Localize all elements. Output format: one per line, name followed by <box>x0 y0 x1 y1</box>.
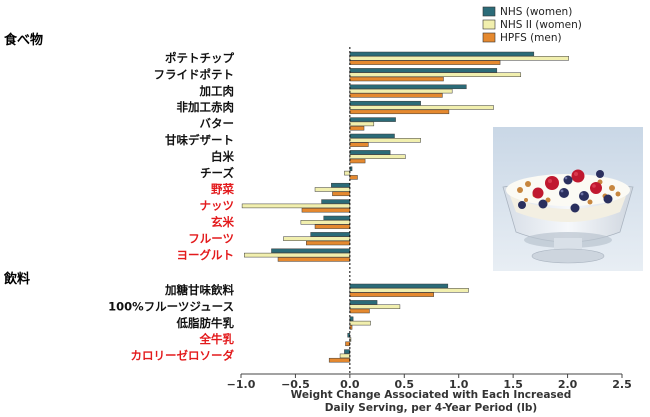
bar-hpfs-白米 <box>349 158 366 164</box>
bar-nhs-甘味デザート <box>349 133 395 139</box>
bar-nhs2-フライドポテト <box>349 72 522 77</box>
bar-nhs-玄米 <box>323 215 351 221</box>
bar-nhs-白米 <box>349 150 391 155</box>
category-label: フルーツ <box>188 231 234 245</box>
x-axis-label-line2: Daily Serving, per 4-Year Period (lb) <box>325 402 537 414</box>
bar-hpfs-100%フルーツジュース <box>349 308 370 314</box>
bar-nhs-加工肉 <box>349 84 467 90</box>
x-tick-label: −1.0 <box>227 378 256 391</box>
bar-nhs2-カロリーゼロソーダ <box>339 353 351 359</box>
category-label: 玄米 <box>211 215 234 229</box>
category-label: 甘味デザート <box>165 133 234 147</box>
category-label: 加工肉 <box>199 84 235 98</box>
legend-swatch-nhs <box>482 6 496 17</box>
bar-nhs2-加糖甘味飲料 <box>349 288 469 293</box>
bar-nhs-野菜 <box>331 182 351 188</box>
bar-hpfs-全牛乳 <box>345 341 351 347</box>
x-tick-label: 0.5 <box>395 378 415 391</box>
category-label: ナッツ <box>200 199 235 213</box>
bar-nhs2-チーズ <box>344 170 351 176</box>
bar-hpfs-チーズ <box>349 175 358 180</box>
category-label: バター <box>200 117 235 131</box>
bar-nhs2-フルーツ <box>283 236 351 241</box>
category-label: カロリーゼロソーダ <box>131 349 235 363</box>
category-label: ポテトチップ <box>165 51 234 65</box>
bar-nhs2-ポテトチップ <box>349 56 569 61</box>
legend-label-nhs2: NHS II (women) <box>500 19 582 31</box>
bar-nhs-ナッツ <box>321 199 351 204</box>
x-tick-label: −0.5 <box>281 378 310 391</box>
category-label: 白米 <box>211 149 234 163</box>
bar-nhs2-低脂肪牛乳 <box>349 320 371 326</box>
bar-nhs2-玄米 <box>300 220 351 225</box>
x-tick-label: 1.0 <box>449 378 469 391</box>
bar-nhs2-ヨーグルト <box>244 252 351 258</box>
bar-hpfs-ヨーグルト <box>277 257 351 262</box>
bars-group <box>241 51 569 363</box>
category-label: 加糖甘味飲料 <box>164 283 234 297</box>
x-axis-label-line1: Weight Change Associated with Each Incre… <box>291 389 572 401</box>
bar-hpfs-フライドポテト <box>349 76 444 82</box>
bar-nhs-低脂肪牛乳 <box>349 316 354 322</box>
category-label: 低脂肪牛乳 <box>176 316 235 330</box>
section-title-beverages: 飲料 <box>3 271 30 287</box>
bar-nhs2-バター <box>349 121 375 127</box>
category-labels: ポテトチップフライドポテト加工肉非加工赤肉バター甘味デザート白米チーズ野菜ナッツ… <box>108 51 234 363</box>
bar-nhs-バター <box>349 117 396 122</box>
bar-hpfs-甘味デザート <box>349 142 369 147</box>
category-label: 非加工赤肉 <box>177 100 235 114</box>
section-title-foods: 食べ物 <box>4 32 43 48</box>
bar-nhs2-甘味デザート <box>349 138 421 143</box>
legend: NHS (women) NHS II (women) HPFS (men) <box>482 6 582 44</box>
category-label: チーズ <box>200 166 234 180</box>
bar-nhs-カロリーゼロソーダ <box>344 349 351 354</box>
bar-hpfs-非加工赤肉 <box>349 109 450 115</box>
legend-swatch-nhs2 <box>482 19 496 30</box>
category-label: 100%フルーツジュース <box>108 299 234 313</box>
x-tick-label: 1.5 <box>503 378 523 391</box>
bar-nhs-ポテトチップ <box>349 51 535 57</box>
bar-hpfs-カロリーゼロソーダ <box>328 357 351 363</box>
bar-hpfs-玄米 <box>314 224 351 229</box>
bar-hpfs-ナッツ <box>301 207 351 213</box>
bar-hpfs-加糖甘味飲料 <box>349 292 434 297</box>
bar-nhs2-白米 <box>349 154 406 159</box>
category-label: 野菜 <box>211 182 234 196</box>
bar-nhs-フルーツ <box>310 232 351 237</box>
x-tick-label: 2.5 <box>612 378 632 391</box>
bar-nhs2-野菜 <box>314 187 351 192</box>
bar-nhs2-100%フルーツジュース <box>349 304 401 309</box>
bar-nhs-非加工赤肉 <box>349 100 421 106</box>
category-label: ヨーグルト <box>177 248 235 262</box>
bar-hpfs-野菜 <box>332 191 351 197</box>
category-label: 全牛乳 <box>199 332 235 346</box>
x-tick-label: 2.0 <box>558 378 578 391</box>
bar-nhs-100%フルーツジュース <box>349 300 378 305</box>
bar-hpfs-フルーツ <box>306 240 351 246</box>
legend-label-nhs: NHS (women) <box>500 6 572 18</box>
bar-nhs-加糖甘味飲料 <box>349 283 449 289</box>
bar-hpfs-加工肉 <box>349 93 443 98</box>
x-tick-label: 0.0 <box>340 378 360 391</box>
bar-hpfs-ポテトチップ <box>349 60 501 65</box>
category-label: フライドポテト <box>154 67 235 81</box>
legend-label-hpfs: HPFS (men) <box>500 32 562 44</box>
bar-nhs-フライドポテト <box>349 68 498 73</box>
yogurt-berry-bowl-photo <box>493 127 643 271</box>
bar-nhs2-加工肉 <box>349 88 453 94</box>
bar-nhs-ヨーグルト <box>271 248 351 254</box>
bar-hpfs-バター <box>349 125 365 131</box>
bar-nhs2-ナッツ <box>241 203 351 209</box>
legend-swatch-hpfs <box>482 32 496 43</box>
x-axis: −1.0 −0.5 0.0 0.5 1.0 1.5 2.0 2.5 <box>227 373 632 391</box>
bar-nhs2-非加工赤肉 <box>349 105 494 110</box>
